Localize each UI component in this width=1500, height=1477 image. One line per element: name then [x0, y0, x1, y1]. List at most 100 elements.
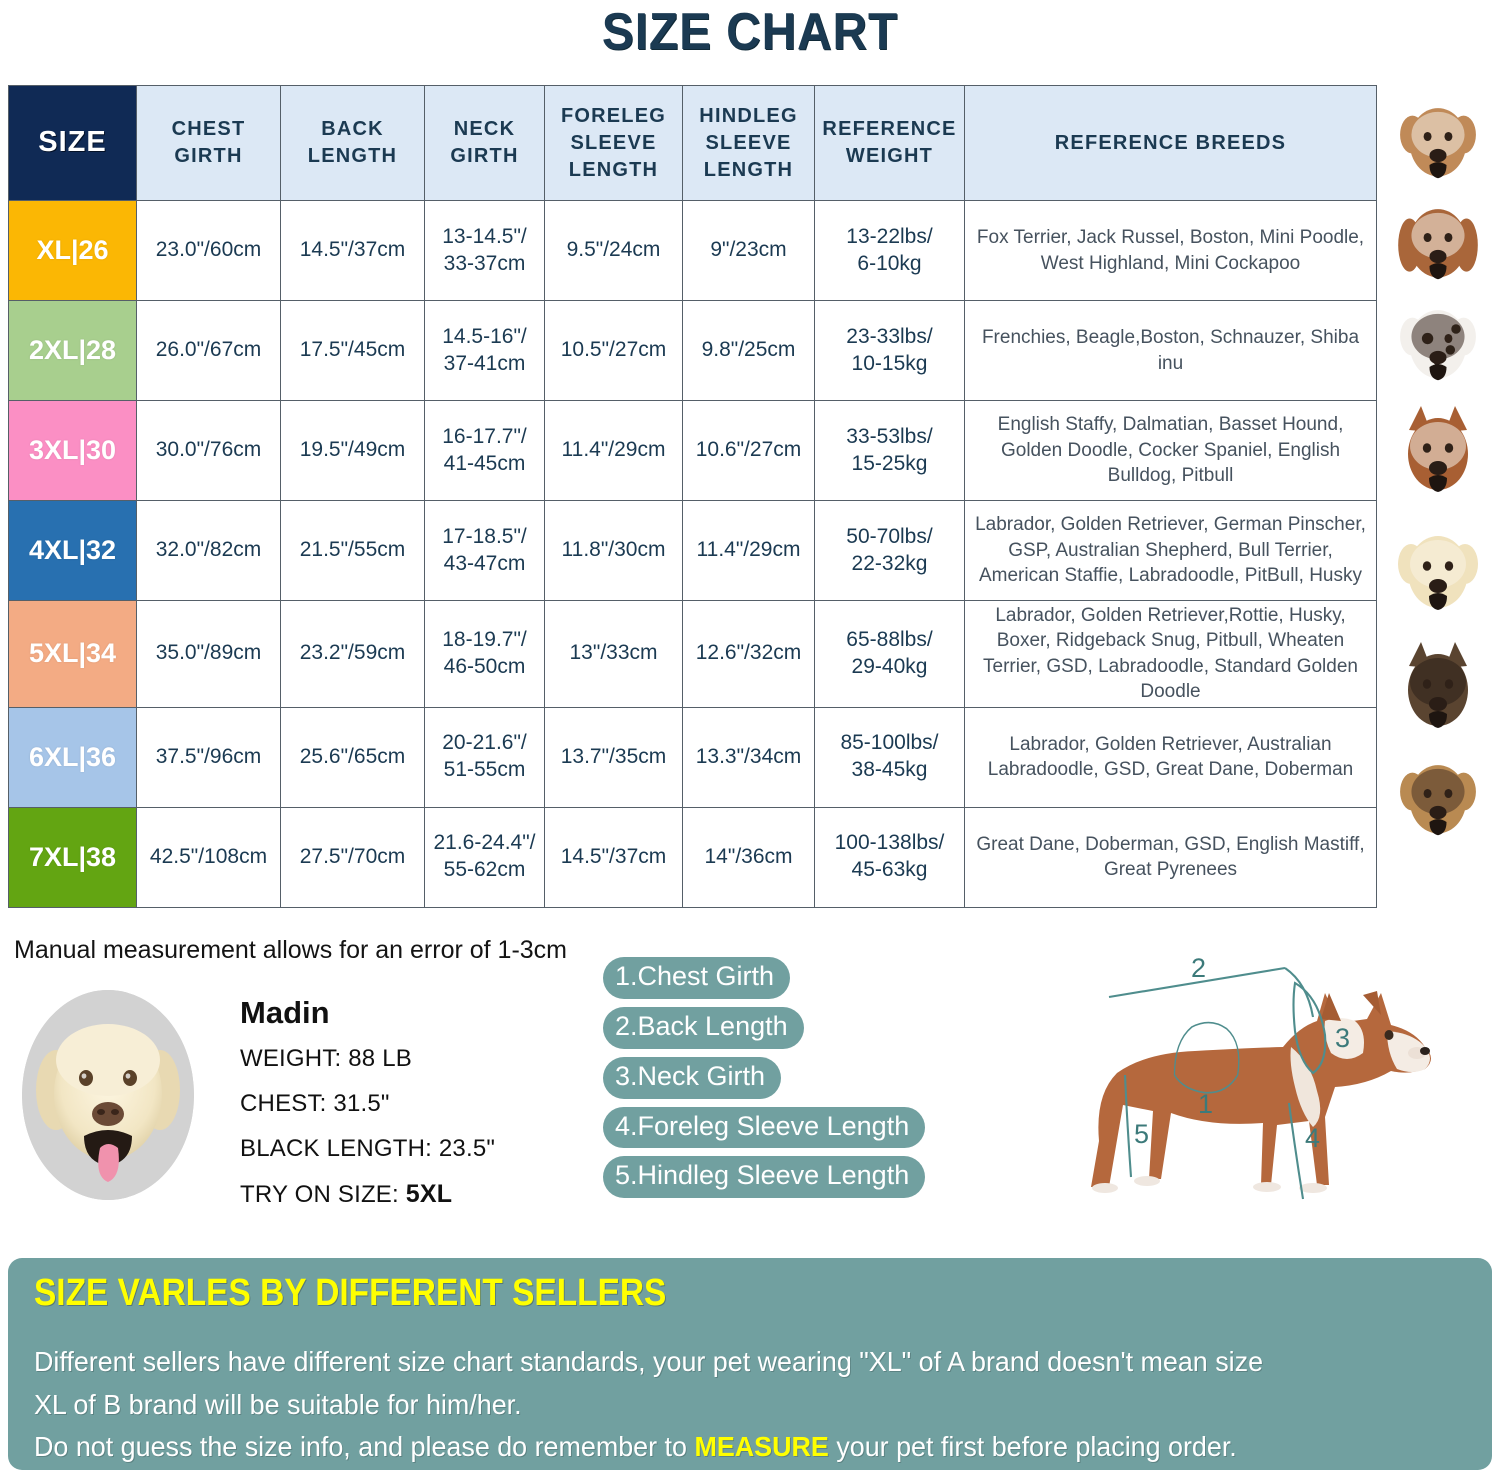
measurement-legend-row: 2.Back Length: [603, 1006, 925, 1057]
cell-reference-weight: 23-33lbs/10-15kg: [814, 300, 965, 401]
cell-foreleg-sleeve-length: 10.5"/27cm: [544, 300, 683, 401]
measurement-legend-row: 5.Hindleg Sleeve Length: [603, 1156, 926, 1206]
cell-reference-weight: 13-22lbs/6-10kg: [814, 200, 965, 301]
cell-reference-breeds: Labrador, Golden Retriever, Australian L…: [964, 706, 1377, 808]
cell-chest-girth: 37.5"/96cm: [136, 706, 281, 808]
diagram-marker-1: 1: [1198, 1089, 1213, 1119]
diagram-marker-3: 3: [1335, 1023, 1350, 1053]
breed-thumbnail-beagle: [1380, 187, 1496, 288]
breed-thumbnail-german-shepherd: [1380, 625, 1496, 743]
cell-hindleg-sleeve-length: 11.4"/29cm: [682, 500, 815, 601]
size-badge: 4XL|32: [8, 500, 137, 601]
cell-reference-breeds: Great Dane, Doberman, GSD, English Masti…: [964, 806, 1377, 908]
cell-neck-girth: 18-19.7"/46-50cm: [424, 600, 545, 708]
beagle-icon: [1398, 209, 1478, 280]
cell-reference-breeds: Fox Terrier, Jack Russel, Boston, Mini P…: [964, 200, 1377, 301]
column-header-chest-girth: CHEST GIRTH: [136, 85, 281, 201]
column-header-neck-girth: NECK GIRTH: [424, 85, 545, 201]
cell-foreleg-sleeve-length: 9.5"/24cm: [544, 200, 683, 301]
breed-thumbnail-dalmatian: [1380, 288, 1496, 389]
cell-chest-girth: 23.0"/60cm: [136, 200, 281, 301]
dog-try-on-size: TRY ON SIZE: 5XL: [240, 1180, 570, 1209]
cell-hindleg-sleeve-length: 10.6"/27cm: [682, 400, 815, 501]
cell-hindleg-sleeve-length: 14"/36cm: [682, 806, 815, 908]
cell-reference-weight: 33-53lbs/15-25kg: [814, 400, 965, 501]
dog-diagram-icon: 2 3 1 4 5: [1091, 953, 1431, 1200]
size-badge: 5XL|34: [8, 600, 137, 708]
size-badge: 2XL|28: [8, 300, 137, 401]
dog-profile-info: Madin WEIGHT: 88 LB CHEST: 31.5" BLACK L…: [240, 995, 570, 1226]
cell-reference-breeds: Labrador, Golden Retriever, German Pinsc…: [964, 500, 1377, 601]
measurement-pill: 1.Chest Girth: [603, 957, 791, 999]
cell-reference-breeds: English Staffy, Dalmatian, Basset Hound,…: [964, 400, 1377, 501]
cell-back-length: 21.5"/55cm: [280, 500, 425, 601]
measurement-pill: 5.Hindleg Sleeve Length: [603, 1156, 926, 1199]
cell-reference-weight: 50-70lbs/22-32kg: [814, 500, 965, 601]
cell-foreleg-sleeve-length: 11.8"/30cm: [544, 500, 683, 601]
table-row: 4XL|32 32.0"/82cm 21.5"/55cm 17-18.5"/43-47…: [8, 500, 1377, 601]
labrador-headshot-icon: [22, 990, 194, 1200]
table-row: 2XL|28 26.0"/67cm 17.5"/45cm 14.5-16"/37-41…: [8, 300, 1377, 401]
measurement-pill: 3.Neck Girth: [603, 1056, 782, 1099]
breed-thumbnail-jack-russell-terrier: [1380, 86, 1496, 187]
cell-hindleg-sleeve-length: 9.8"/25cm: [682, 300, 815, 401]
measurement-legend-list: 1.Chest Girth 2.Back Length 3.Neck Girth 4.…: [603, 957, 926, 1206]
german-shepherd-icon: [1408, 642, 1468, 728]
cell-chest-girth: 30.0"/76cm: [136, 400, 281, 501]
cell-neck-girth: 14.5-16"/37-41cm: [424, 300, 545, 401]
size-varies-banner: SIZE VARLES BY DIFFERENT SELLERS Differe…: [8, 1258, 1492, 1470]
banner-line-2: XL of B brand will be suitable for him/h…: [34, 1388, 522, 1420]
try-on-size-label: TRY ON SIZE:: [240, 1181, 399, 1208]
dog-chest: CHEST: 31.5": [240, 1090, 390, 1117]
column-header-reference-breeds: REFERENCE BREEDS: [964, 85, 1377, 201]
dog-weight: WEIGHT: 88 LB: [240, 1045, 412, 1072]
size-chart-table: SIZE CHEST GIRTH BACK LENGTH NECK GIRTH FOR…: [8, 85, 1377, 908]
column-header-reference-weight: REFERENCE WEIGHT: [814, 85, 965, 201]
dog-profile-photo: [22, 990, 194, 1200]
try-on-size-value: 5XL: [405, 1180, 453, 1208]
banner-body: Different sellers have different size ch…: [34, 1341, 1409, 1469]
table-row: 3XL|30 30.0"/76cm 19.5"/49cm 16-17.7"/41-45…: [8, 400, 1377, 501]
dog-name: Madin: [240, 995, 330, 1030]
table-row: XL|26 23.0"/60cm 14.5"/37cm 13-14.5"/33-37c…: [8, 200, 1377, 301]
cell-reference-breeds: Labrador, Golden Retriever,Rottie, Husky…: [964, 600, 1377, 708]
size-badge: 6XL|36: [8, 706, 137, 808]
diagram-marker-2: 2: [1191, 953, 1206, 983]
cell-hindleg-sleeve-length: 12.6"/32cm: [682, 600, 815, 708]
banner-measure-highlight: MEASURE: [694, 1431, 829, 1463]
cell-foreleg-sleeve-length: 13"/33cm: [544, 600, 683, 708]
cell-neck-girth: 16-17.7"/41-45cm: [424, 400, 545, 501]
cell-reference-weight: 100-138lbs/45-63kg: [814, 806, 965, 908]
breed-thumbnail-great-dane: [1380, 743, 1496, 844]
cell-neck-girth: 20-21.6"/51-55cm: [424, 706, 545, 808]
dalmatian-icon: [1400, 310, 1476, 381]
measurement-legend-row: 1.Chest Girth: [603, 957, 925, 1007]
measurement-error-note: Manual measurement allows for an error o…: [14, 936, 568, 964]
table-row: 5XL|34 35.0"/89cm 23.2"/59cm 18-19.7"/46-50…: [8, 600, 1377, 708]
page-title: SIZE CHART: [601, 3, 899, 61]
column-header-hindleg-sleeve-length: HINDLEG SLEEVE LENGTH: [682, 85, 815, 201]
cell-hindleg-sleeve-length: 9"/23cm: [682, 200, 815, 301]
dog-back-length: BLACK LENGTH: 23.5": [240, 1135, 496, 1162]
diagram-marker-4: 4: [1305, 1123, 1320, 1153]
diagram-number-markers: 2 3 1 4 5: [1134, 953, 1350, 1153]
column-header-back-length: BACK LENGTH: [280, 85, 425, 201]
breed-thumbnail-labrador-retriever: [1380, 507, 1496, 625]
cell-back-length: 27.5"/70cm: [280, 806, 425, 908]
table-row: 6XL|36 37.5"/96cm 25.6"/65cm 20-21.6"/51-55…: [8, 706, 1377, 808]
banner-line-3-suffix: your pet first before placing order.: [828, 1431, 1237, 1463]
cell-chest-girth: 26.0"/67cm: [136, 300, 281, 401]
cell-neck-girth: 13-14.5"/33-37cm: [424, 200, 545, 301]
measurement-pill: 4.Foreleg Sleeve Length: [603, 1106, 926, 1149]
cell-foreleg-sleeve-length: 14.5"/37cm: [544, 806, 683, 908]
column-header-foreleg-sleeve-length: FORELEG SLEEVE LENGTH: [544, 85, 683, 201]
banner-line-1: Different sellers have different size ch…: [34, 1346, 1264, 1377]
size-badge: XL|26: [8, 200, 137, 301]
dog-measurement-diagram: 2 3 1 4 5: [995, 935, 1495, 1235]
column-header-size: SIZE: [8, 85, 137, 201]
cell-chest-girth: 35.0"/89cm: [136, 600, 281, 708]
great-dane-icon: [1400, 765, 1476, 836]
measurement-lines: [1108, 966, 1327, 1200]
labrador-retriever-icon: [1398, 536, 1478, 610]
measurement-legend-row: 3.Neck Girth: [603, 1056, 925, 1107]
